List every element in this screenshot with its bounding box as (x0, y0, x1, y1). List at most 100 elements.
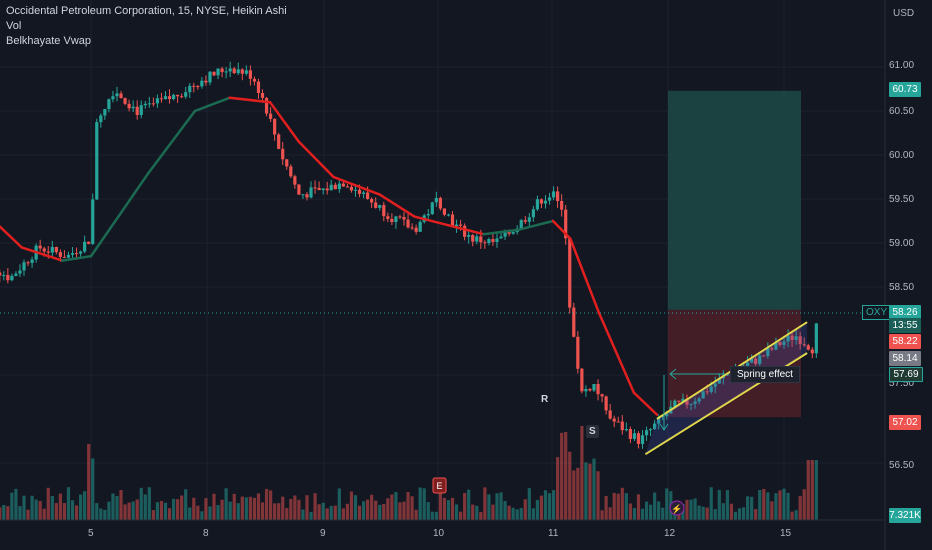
volume-bar (568, 451, 572, 520)
volume-bar (758, 490, 762, 520)
candle-body (689, 403, 693, 405)
vwap-segment (228, 96, 272, 104)
volume-bar (42, 508, 46, 520)
volume-bar (661, 507, 665, 520)
candle-body (442, 208, 447, 215)
risk-reward-zones (668, 90, 801, 418)
vwap-segment (632, 391, 659, 416)
volume-bar (260, 502, 265, 520)
volume-bar (285, 508, 289, 520)
candle-body (616, 421, 620, 423)
volume-bar (648, 504, 653, 520)
candle-body (22, 262, 26, 271)
candle-body (454, 224, 459, 227)
volume-bar (640, 508, 645, 520)
volume-bar (507, 505, 511, 520)
candle-body (30, 259, 34, 263)
candle-body (475, 236, 479, 242)
candle-body (301, 194, 305, 196)
volume-bar (495, 493, 499, 520)
volume-bar (163, 502, 168, 520)
candle-body (806, 345, 810, 350)
candle-body (394, 216, 398, 223)
candle-body (713, 383, 717, 387)
volume-bar (228, 501, 232, 520)
volume-bar (139, 487, 143, 520)
candle-body (390, 218, 394, 223)
volume-bar (483, 487, 487, 520)
volume-bar (293, 495, 297, 520)
candle-body (224, 71, 228, 73)
vwap-segment (517, 219, 555, 232)
candle-body (750, 358, 754, 363)
volume-bar (123, 504, 127, 520)
candle-body (176, 94, 180, 97)
candle-body (127, 103, 131, 109)
volume-bar (74, 505, 79, 520)
volume-bar (119, 489, 123, 520)
candle-body (539, 199, 544, 204)
candle-body (604, 396, 608, 411)
candle-body (119, 93, 123, 99)
candle-body (378, 205, 382, 208)
vwap-indicator-label[interactable]: Belkhayate Vwap (6, 35, 91, 47)
x-tick: 12 (664, 528, 676, 539)
volume-bar (499, 492, 503, 520)
candle-body (10, 275, 14, 281)
y-tick: 59.00 (889, 238, 915, 249)
volume-bar (810, 460, 814, 520)
volume-bar (422, 488, 426, 520)
volume-bar (503, 500, 507, 520)
volume-bar (353, 495, 358, 520)
candle-body (746, 362, 750, 367)
volume-bar (273, 503, 277, 520)
candle-body (382, 205, 386, 217)
svg-text:⚡: ⚡ (671, 503, 682, 515)
volume-bar (414, 509, 418, 520)
volume-bar (519, 507, 523, 520)
volume-bar (673, 511, 677, 520)
candle-body (244, 70, 248, 74)
candles (0, 61, 818, 449)
candle-body (705, 391, 709, 393)
volume-bar (386, 498, 390, 520)
candle-body (519, 220, 523, 229)
volume-bar (564, 432, 568, 520)
candle-body (491, 239, 495, 242)
volume-bar (115, 496, 119, 520)
volume-tag: 7.321K (889, 508, 921, 523)
candle-body (770, 348, 774, 350)
volume-bar (176, 499, 180, 520)
candle-body (612, 418, 616, 422)
volume-bar (616, 493, 620, 520)
volume-bar (471, 504, 475, 520)
candle-body (450, 214, 455, 227)
candle-body (640, 435, 645, 444)
volume-bar (438, 487, 442, 520)
x-tick: 8 (203, 528, 209, 539)
candle-body (361, 192, 366, 194)
candle-body (66, 254, 71, 258)
volume-bar (632, 508, 637, 520)
green-level-tag: 57.69 (889, 367, 923, 382)
candle-body (232, 68, 236, 74)
volume-bar (689, 499, 693, 520)
candle-body (135, 106, 139, 116)
candle-body (547, 197, 552, 201)
volume-bar (491, 504, 495, 520)
candle-body (366, 192, 370, 199)
vwap-segment (447, 224, 485, 236)
vwap-segment (551, 219, 572, 240)
volume-bar (434, 511, 438, 520)
candle-body (628, 429, 632, 439)
volume-bar (167, 508, 172, 520)
volume-bar (450, 497, 455, 520)
candle-body (636, 433, 641, 444)
chart-legend: Occidental Petroleum Corporation, 15, NY… (6, 4, 287, 49)
vwap-segment (597, 312, 636, 394)
vwap-segment (193, 96, 231, 113)
volume-indicator-label[interactable]: Vol (6, 20, 22, 32)
volume-bar (313, 493, 317, 520)
volume-bar (576, 467, 580, 520)
